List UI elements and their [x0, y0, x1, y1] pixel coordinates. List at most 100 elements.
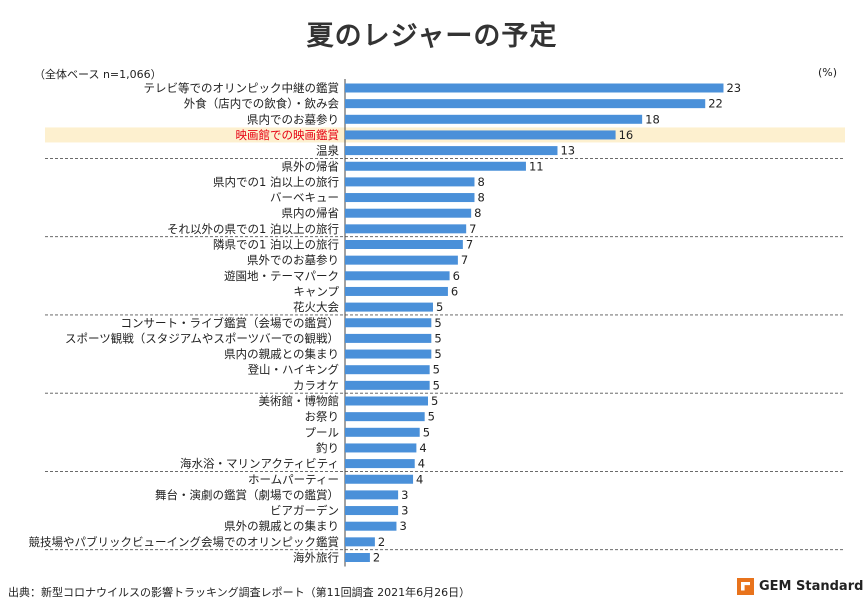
source-note: 出典：新型コロナウイルスの影響トラッキング調査レポート（第11回調査 2021年… — [8, 586, 471, 599]
category-label: 花火大会 — [293, 300, 339, 314]
category-label: 県内での1 泊以上の旅行 — [213, 175, 339, 189]
category-label: 登山・ハイキング — [248, 363, 340, 377]
value-label: 5 — [433, 378, 440, 392]
value-label: 2 — [373, 551, 380, 565]
bar — [345, 161, 526, 171]
category-label: ホームパーティー — [248, 472, 339, 486]
category-label: バーベキュー — [270, 191, 339, 205]
bar — [345, 99, 706, 109]
value-label: 7 — [469, 222, 476, 236]
bar — [345, 318, 432, 328]
category-label: 映画館での映画鑑賞 — [236, 128, 340, 142]
gem-logo-icon — [737, 577, 754, 595]
value-label: 7 — [461, 253, 468, 267]
bar — [345, 130, 616, 140]
bar — [345, 443, 417, 453]
category-label: スポーツ観戦（スタジアムやスポーツバーでの観戦） — [65, 331, 339, 345]
value-label: 5 — [431, 394, 438, 408]
value-label: 8 — [477, 191, 484, 205]
category-label: 県内でのお墓参り — [247, 112, 339, 126]
category-label: 県内の親戚との集まり — [224, 347, 339, 361]
category-label: 競技場やパブリックビューイング会場でのオリンピック鑑賞 — [29, 535, 340, 549]
brand-logo: GEM Standard — [737, 577, 863, 595]
bar — [345, 224, 467, 234]
bar — [345, 396, 428, 406]
value-label: 22 — [708, 97, 723, 111]
category-label: 遊園地・テーマパーク — [224, 269, 339, 283]
category-label: 外食（店内での飲食）・飲み会 — [184, 97, 340, 111]
value-label: 4 — [419, 441, 426, 455]
value-label: 5 — [423, 425, 430, 439]
bar — [345, 365, 430, 375]
bar — [345, 490, 399, 500]
bar — [345, 193, 475, 203]
bar — [345, 553, 370, 562]
chart-title: 夏のレジャーの予定 — [306, 21, 558, 52]
category-label: 海水浴・マリンアクティビティ — [180, 457, 339, 471]
value-label: 4 — [416, 472, 423, 486]
bar — [345, 459, 415, 469]
category-label: 県内の帰省 — [282, 206, 340, 220]
bar — [345, 474, 414, 484]
category-label: カラオケ — [293, 378, 339, 392]
bar — [345, 537, 375, 547]
bar — [345, 208, 472, 218]
bar — [345, 286, 448, 296]
value-label: 18 — [645, 112, 660, 126]
category-label: 県外でのお墓参り — [247, 253, 339, 267]
value-label: 8 — [474, 206, 481, 220]
bar — [345, 146, 558, 156]
bar — [345, 177, 475, 187]
value-label: 3 — [399, 519, 406, 533]
bar — [345, 521, 397, 531]
bar — [345, 83, 724, 93]
value-label: 5 — [434, 347, 441, 361]
value-label: 6 — [453, 269, 460, 283]
bar — [345, 240, 463, 249]
value-label: 7 — [466, 238, 473, 252]
category-label: プール — [305, 425, 340, 439]
category-label: お祭り — [305, 410, 340, 424]
bar — [345, 114, 643, 124]
value-label: 4 — [418, 457, 425, 471]
bar — [345, 302, 433, 312]
value-label: 6 — [451, 284, 458, 298]
value-label: 3 — [401, 488, 408, 502]
value-label: 5 — [436, 300, 443, 314]
bar — [345, 380, 430, 390]
bar — [345, 427, 420, 437]
category-label: 県外の親戚との集まり — [224, 519, 339, 533]
category-label: 美術館・博物館 — [259, 394, 340, 408]
category-label: 海外旅行 — [293, 551, 339, 565]
bar — [345, 271, 450, 281]
bar — [345, 349, 432, 359]
value-label: 2 — [378, 535, 385, 549]
value-label: 16 — [619, 128, 634, 142]
brand-name: GEM Standard — [759, 578, 864, 594]
category-label: 県外の帰省 — [282, 159, 340, 173]
value-label: 8 — [477, 175, 484, 189]
bar — [345, 255, 458, 265]
value-label: 5 — [433, 363, 440, 377]
category-label: 釣り — [316, 441, 339, 455]
category-label: 舞台・演劇の鑑賞（劇場での鑑賞） — [155, 488, 339, 502]
category-label: キャンプ — [293, 284, 339, 298]
base-note: （全体ベース n=1,066） — [34, 68, 162, 81]
category-label: コンサート・ライブ鑑賞（会場での鑑賞） — [121, 316, 340, 330]
category-label: 隣県での1 泊以上の旅行 — [213, 238, 339, 252]
value-label: 11 — [529, 159, 544, 173]
category-label: ビアガーデン — [270, 504, 339, 518]
bar — [345, 506, 399, 516]
bar — [345, 412, 425, 422]
value-label: 5 — [428, 410, 435, 424]
category-label: 温泉 — [316, 144, 339, 158]
value-label: 23 — [726, 81, 741, 95]
value-label: 5 — [434, 316, 441, 330]
value-label: 3 — [401, 504, 408, 518]
value-label: 5 — [434, 331, 441, 345]
category-label: それ以外の県での1 泊以上の旅行 — [167, 222, 339, 236]
unit-label: (%) — [818, 66, 838, 79]
value-label: 13 — [560, 144, 575, 158]
bar — [345, 333, 432, 343]
